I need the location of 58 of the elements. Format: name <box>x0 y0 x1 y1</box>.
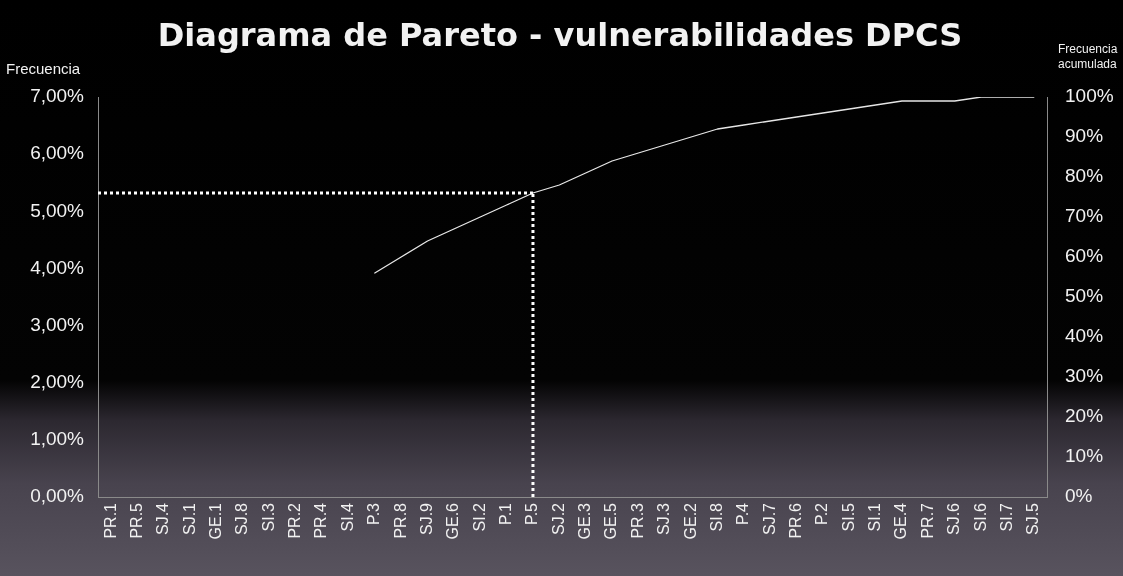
x-tick-label: P.2 <box>813 502 831 525</box>
x-tick-label: SJ.5 <box>1024 502 1042 536</box>
y-tick-label: 2,00% <box>30 370 85 392</box>
y2-tick-label: 90% <box>1065 125 1104 147</box>
x-tick-label: PR.7 <box>918 502 936 539</box>
x-tick-label: SI.6 <box>971 502 989 532</box>
y2-tick-label: 30% <box>1065 365 1104 387</box>
x-tick-label: PR.5 <box>127 502 145 539</box>
x-tick-label: P.3 <box>365 502 383 525</box>
y-axis-title: Frecuencia <box>6 60 81 78</box>
x-tick-label: P.5 <box>523 502 541 525</box>
x-tick-label: GE.1 <box>207 502 225 540</box>
y-tick-label: 6,00% <box>30 142 85 164</box>
x-tick-label: PR.2 <box>286 502 304 539</box>
x-tick-label: SI.7 <box>997 502 1015 532</box>
y2-tick-label: 70% <box>1065 205 1104 227</box>
x-tick-label: SJ.3 <box>655 502 673 536</box>
x-tick-label: GE.6 <box>444 502 462 540</box>
x-tick-label: SJ.8 <box>233 502 251 536</box>
x-tick-label: SJ.2 <box>549 502 567 536</box>
y-tick-label: 7,00% <box>30 85 85 107</box>
x-tick-label: PR.8 <box>391 502 409 539</box>
x-tick-label: GE.4 <box>892 502 910 540</box>
x-tick-label: PR.3 <box>628 502 646 539</box>
x-tick-label: GE.2 <box>681 502 699 540</box>
x-tick-label: SJ.7 <box>760 502 778 536</box>
y2-axis-title: Frecuencia acumulada <box>1058 42 1118 72</box>
x-tick-label: SI.1 <box>866 502 884 532</box>
x-tick-label: PR.6 <box>786 502 804 539</box>
y-tick-label: 3,00% <box>30 313 85 335</box>
x-tick-label: SJ.6 <box>945 502 963 536</box>
x-tick-label: SI.5 <box>839 502 857 532</box>
x-tick-label: SJ.9 <box>417 502 435 536</box>
x-tick-label: P.1 <box>497 502 514 525</box>
y2-tick-label: 10% <box>1065 445 1104 467</box>
x-tick-label: PR.4 <box>312 502 330 539</box>
x-tick-label: PR.1 <box>101 502 119 539</box>
x-tick-label: SI.3 <box>259 502 277 532</box>
y2-tick-label: 80% <box>1065 165 1104 187</box>
y2-tick-label: 20% <box>1065 405 1104 427</box>
y2-tick-label: 50% <box>1065 285 1104 307</box>
x-tick-label: SJ.1 <box>180 502 198 536</box>
x-tick-label: SI.8 <box>707 502 725 532</box>
y2-tick-label: 100% <box>1065 85 1114 107</box>
x-tick-label: GE.5 <box>602 502 620 540</box>
y-tick-label: 1,00% <box>30 428 85 450</box>
y-tick-label: 5,00% <box>30 199 85 221</box>
x-tick-label: SI.2 <box>470 502 488 532</box>
y2-tick-label: 0% <box>1065 485 1093 507</box>
x-tick-label: SI.4 <box>338 502 356 532</box>
y2-tick-label: 40% <box>1065 325 1104 347</box>
x-tick-label: SJ.4 <box>154 502 172 536</box>
x-tick-label: GE.3 <box>576 502 594 540</box>
chart-title: Diagrama de Pareto - vulnerabilidades DPCS <box>157 16 963 55</box>
y-tick-label: 4,00% <box>30 256 85 278</box>
y2-tick-label: 60% <box>1065 245 1104 267</box>
x-tick-label: P.4 <box>734 502 752 525</box>
y-tick-label: 0,00% <box>30 485 85 507</box>
